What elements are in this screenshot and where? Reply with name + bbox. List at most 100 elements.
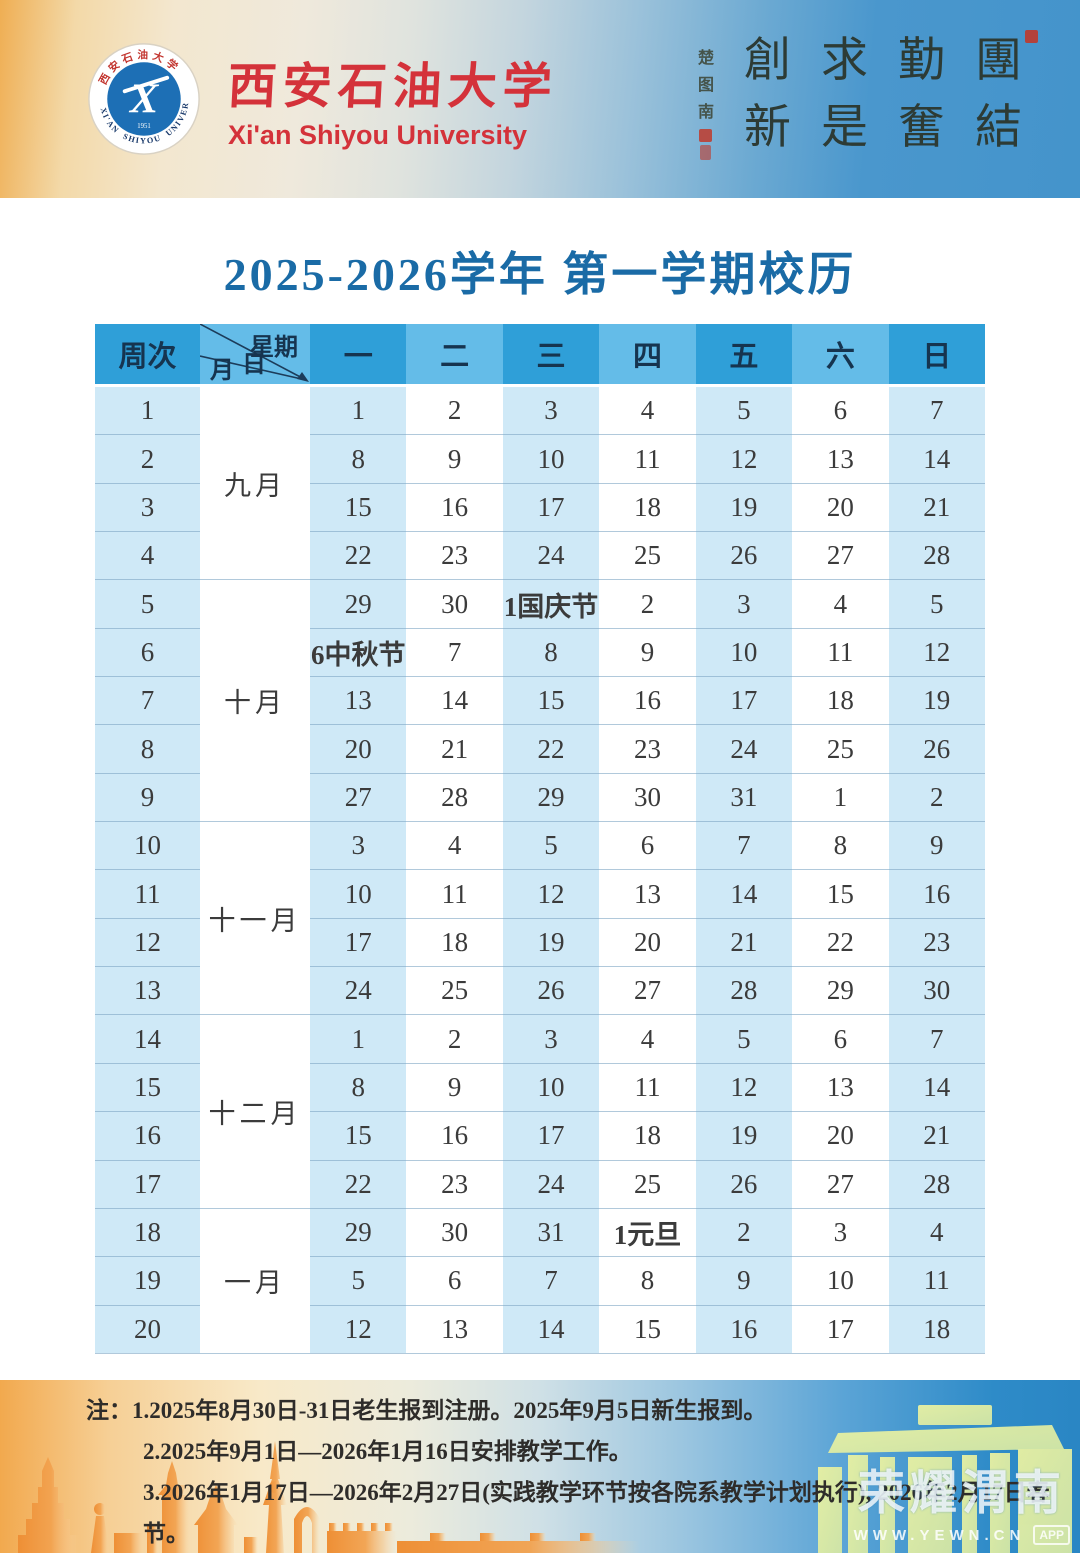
day-cell: 27 <box>792 531 889 581</box>
day-cell: 7 <box>888 385 985 436</box>
week-number: 16 <box>95 1111 200 1161</box>
day-cell: 12 <box>888 628 985 678</box>
day-cell: 27 <box>599 966 696 1016</box>
day-cell: 13 <box>310 676 407 726</box>
day-cell: 10 <box>502 434 600 484</box>
day-cell: 25 <box>599 1160 696 1209</box>
day-cell: 4 <box>599 385 696 436</box>
footer-band: 注：1.2025年8月30日-31日老生报到注册。2025年9月5日新生报到。 … <box>0 1380 1080 1553</box>
week-number: 13 <box>95 966 200 1016</box>
day-cell: 16 <box>888 869 985 919</box>
day-cell: 6 <box>599 821 696 871</box>
motto-char: 創 <box>744 35 791 87</box>
day-cell: 7 <box>502 1256 600 1306</box>
day-cell: 4 <box>599 1014 696 1064</box>
day-cell: 11 <box>792 628 889 678</box>
watermark: 荣耀渭南 WWW.YEWN.CN APP <box>854 1454 1070 1545</box>
day-cell: 29 <box>792 966 889 1016</box>
day-cell: 12 <box>695 1063 793 1113</box>
day-cell: 16 <box>599 676 696 726</box>
day-cell: 30 <box>406 1208 503 1258</box>
day-cell: 15 <box>310 1111 407 1161</box>
day-cell: 22 <box>792 918 889 968</box>
day-header: 日 <box>888 324 985 387</box>
day-cell: 8 <box>599 1256 696 1306</box>
day-cell: 16 <box>695 1305 793 1354</box>
day-cell: 18 <box>406 918 503 968</box>
week-number: 12 <box>95 918 200 968</box>
university-name-cn: 西安石油大学 <box>226 59 560 114</box>
calendar-header-row: 周次 星期 日 月 一二三四五六日 <box>95 324 985 387</box>
week-row: 8 20 21 22 23 24 25 26 <box>95 724 985 774</box>
day-cell: 22 <box>310 1160 407 1209</box>
day-cell: 26 <box>888 724 985 774</box>
day-cell: 6 <box>792 1014 889 1064</box>
seal-stamp-icon <box>1025 30 1038 43</box>
note-line-2: 2.2025年9月1日—2026年1月16日安排教学工作。 <box>143 1439 632 1464</box>
day-cell: 3 <box>695 579 793 629</box>
notes-block: 注：1.2025年8月30日-31日老生报到注册。2025年9月5日新生报到。 … <box>86 1390 1080 1553</box>
page-title: 2025-2026学年 第一学期校历 <box>223 249 857 300</box>
day-cell: 30 <box>406 579 503 629</box>
week-row: 10 十一月 3 4 5 6 7 8 9 <box>95 821 985 1016</box>
motto-column: 團結 <box>975 30 1038 154</box>
day-cell: 26 <box>502 966 600 1016</box>
notes-prefix: 注： <box>86 1398 132 1423</box>
day-cell: 25 <box>406 966 503 1016</box>
day-cell: 20 <box>792 1111 889 1161</box>
day-cell: 15 <box>502 676 600 726</box>
motto-char: 結 <box>975 102 1022 154</box>
day-cell: 14 <box>695 869 793 919</box>
svg-text:1951: 1951 <box>137 123 151 130</box>
day-cell: 22 <box>310 531 407 581</box>
calligraphy-motto: 楚图南 創新求是勤奮團結 <box>698 30 1038 160</box>
day-cell: 10 <box>695 628 793 678</box>
day-cell: 17 <box>695 676 793 726</box>
day-cell: 28 <box>695 966 793 1016</box>
day-cell: 19 <box>695 1111 793 1161</box>
day-cell: 23 <box>599 724 696 774</box>
day-cell: 12 <box>695 434 793 484</box>
day-cell: 24 <box>502 1160 600 1209</box>
calligraphy-signature: 楚图南 <box>698 44 714 160</box>
motto-char: 團 <box>975 35 1022 87</box>
day-cell: 21 <box>406 724 503 774</box>
day-cell: 27 <box>792 1160 889 1209</box>
week-number: 18 <box>95 1208 200 1258</box>
day-cell: 25 <box>599 531 696 581</box>
day-cell: 30 <box>888 966 985 1016</box>
day-header: 四 <box>599 324 696 387</box>
day-cell: 28 <box>888 1160 985 1209</box>
day-cell: 30 <box>599 773 696 823</box>
day-cell: 6 <box>792 385 889 436</box>
university-name-en: Xi'an Shiyou University <box>228 120 528 150</box>
week-number: 9 <box>95 773 200 823</box>
day-cell: 8 <box>502 628 600 678</box>
motto-columns: 創新求是勤奮團結 <box>744 30 1038 154</box>
day-cell: 5 <box>695 1014 793 1064</box>
week-row: 5 十月 29 30 1国庆节 2 3 4 5 <box>95 579 985 823</box>
week-row: 14 十二月 1 2 3 4 5 6 7 <box>95 1014 985 1209</box>
month-cell: 十一月 <box>200 821 310 1016</box>
day-cell: 10 <box>310 869 407 919</box>
day-cell: 23 <box>406 1160 503 1209</box>
campus-gate-art <box>818 1405 1072 1553</box>
week-row: 18 一月 29 30 31 1元旦 2 3 4 <box>95 1208 985 1354</box>
week-column-header: 周次 <box>95 324 200 387</box>
day-cell: 20 <box>310 724 407 774</box>
day-cell: 20 <box>792 483 889 533</box>
week-number: 10 <box>95 821 200 871</box>
signature-char: 楚 <box>697 50 714 67</box>
week-number: 5 <box>95 579 200 629</box>
day-cell: 5 <box>695 385 793 436</box>
day-cell: 8 <box>792 821 889 871</box>
day-cell: 13 <box>792 1063 889 1113</box>
day-cell: 20 <box>599 918 696 968</box>
note-text-1: 1.2025年8月30日-31日老生报到注册。2025年9月5日新生报到。 <box>132 1398 767 1423</box>
day-cell: 15 <box>599 1305 696 1354</box>
corner-label-weekday: 星期 <box>250 335 298 361</box>
week-row: 20 12 13 14 15 16 17 18 <box>95 1305 985 1354</box>
city-skyline-art <box>18 1441 640 1553</box>
week-row: 16 15 16 17 18 19 20 21 <box>95 1111 985 1161</box>
